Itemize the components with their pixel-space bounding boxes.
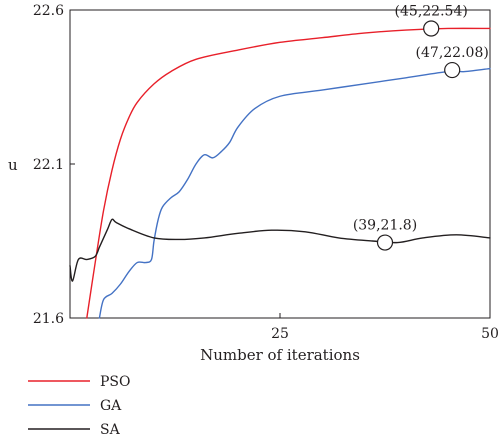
series-line-pso xyxy=(86,27,491,319)
legend: PSO GA SA xyxy=(28,374,131,438)
series-layer xyxy=(69,27,491,319)
x-axis-title: Number of iterations xyxy=(200,346,360,364)
y-tick-label: 21.6 xyxy=(33,311,64,327)
annotation-marker xyxy=(376,234,394,251)
series-line-sa xyxy=(69,218,491,282)
series-line-ga xyxy=(98,67,491,319)
y-tick-label: 22.1 xyxy=(33,157,64,173)
annotation-marker xyxy=(444,61,461,79)
x-tick-label: 25 xyxy=(271,326,289,342)
annotation-label: (39,21.8) xyxy=(353,218,417,234)
legend-label-ga: GA xyxy=(100,398,122,414)
annotation-label: (47,22.08) xyxy=(416,45,489,61)
annotation-marker xyxy=(423,20,440,37)
y-tick-label: 22.6 xyxy=(33,3,64,19)
legend-label-pso: PSO xyxy=(100,374,131,390)
annotation-label: (45,22.54) xyxy=(395,3,468,19)
legend-label-sa: SA xyxy=(100,422,121,438)
x-tick-label: 50 xyxy=(481,326,499,342)
axes: u Number of iterations 25 50 21.6 22.1 22.6 xyxy=(8,3,499,364)
annotation-layer: (45,22.54) (47,22.08) (39,21.8) xyxy=(353,3,489,251)
y-axis-title: u xyxy=(8,156,18,174)
